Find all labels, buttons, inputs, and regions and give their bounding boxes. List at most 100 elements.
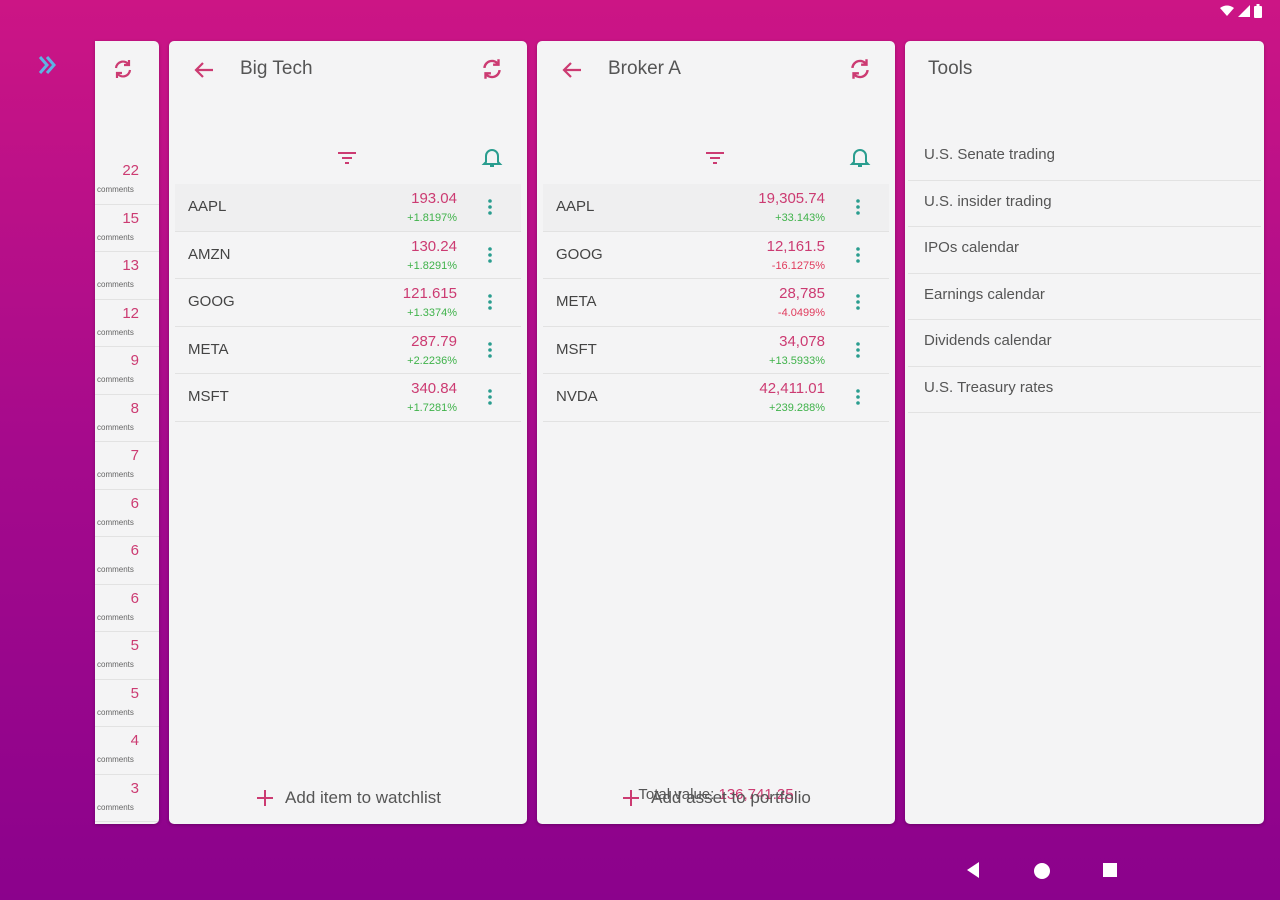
refresh-button[interactable] xyxy=(111,57,135,81)
nav-home-icon[interactable] xyxy=(1033,862,1051,880)
watchlist-title: Big Tech xyxy=(240,58,313,79)
tools-list: U.S. Senate trading U.S. insider trading… xyxy=(908,134,1261,413)
table-row[interactable]: GOOG 12,161.5 -16.1275% xyxy=(543,232,889,279)
refresh-button[interactable] xyxy=(479,56,505,82)
wifi-icon xyxy=(1220,5,1234,16)
comment-count-item[interactable]: 6 comments xyxy=(95,585,159,632)
filter-button[interactable] xyxy=(703,146,727,170)
alerts-button[interactable] xyxy=(848,145,872,169)
comment-label: comments xyxy=(97,280,134,289)
filter-icon xyxy=(338,152,356,164)
alerts-button[interactable] xyxy=(480,145,504,169)
nav-back-icon[interactable] xyxy=(963,858,981,882)
comment-count-item[interactable]: 22 comments xyxy=(95,157,159,205)
plus-icon xyxy=(623,790,640,806)
comment-label: comments xyxy=(97,422,134,432)
comment-count-item[interactable]: 9 comments xyxy=(95,347,159,395)
more-options-icon[interactable] xyxy=(487,246,493,264)
comment-label: comments xyxy=(97,185,134,194)
more-options-icon[interactable] xyxy=(855,293,861,311)
back-button[interactable] xyxy=(559,57,585,83)
comment-label: comments xyxy=(97,565,134,574)
add-item-button[interactable]: Add item to watchlist xyxy=(169,784,527,812)
tool-item-insider-trading[interactable]: U.S. insider trading xyxy=(908,181,1261,227)
position-value: 34,078 xyxy=(779,332,825,350)
add-asset-button[interactable]: Add asset to portfolio xyxy=(537,784,895,812)
comment-count: 9 xyxy=(130,352,139,369)
ticker-symbol: GOOG xyxy=(188,293,235,310)
table-row[interactable]: MSFT 34,078 +13.5933% xyxy=(543,327,889,374)
ticker-symbol: NVDA xyxy=(556,388,598,405)
comment-count-item[interactable]: 7 comments xyxy=(95,442,159,490)
comment-count: 4 xyxy=(130,732,139,749)
tool-item-ipos-calendar[interactable]: IPOs calendar xyxy=(908,227,1261,274)
system-nav-bar xyxy=(0,858,1280,884)
tool-item-treasury-rates[interactable]: U.S. Treasury rates xyxy=(908,367,1261,413)
comment-count-item[interactable]: 13 comments xyxy=(95,252,159,300)
tool-item-dividends-calendar[interactable]: Dividends calendar xyxy=(908,320,1261,367)
position-value: 19,305.74 xyxy=(758,190,825,207)
comment-count-item[interactable]: 5 comments xyxy=(95,680,159,727)
more-options-icon[interactable] xyxy=(487,388,493,406)
ticker-symbol: MSFT xyxy=(556,340,597,358)
table-row[interactable]: MSFT 340.84 +1.7281% xyxy=(175,374,521,422)
table-row[interactable]: GOOG 121.615 +1.3374% xyxy=(175,279,521,327)
table-row[interactable]: META 28,785 -4.0499% xyxy=(543,279,889,327)
refresh-icon xyxy=(114,60,132,78)
more-options-icon[interactable] xyxy=(487,341,493,359)
more-options-icon[interactable] xyxy=(487,198,493,216)
more-options-icon[interactable] xyxy=(855,246,861,264)
signal-icon xyxy=(1238,5,1250,17)
change-percent: +2.2236% xyxy=(407,354,457,367)
refresh-button[interactable] xyxy=(847,56,873,82)
comment-label: comments xyxy=(97,802,134,812)
table-row[interactable]: META 287.79 +2.2236% xyxy=(175,327,521,374)
comment-count: 12 xyxy=(122,304,139,322)
position-value: 28,785 xyxy=(779,285,825,302)
tool-item-earnings-calendar[interactable]: Earnings calendar xyxy=(908,274,1261,320)
filter-button[interactable] xyxy=(335,146,359,170)
comment-count: 15 xyxy=(122,209,139,227)
change-percent: +33.143% xyxy=(775,212,825,224)
change-percent: +239.288% xyxy=(769,402,825,414)
tool-label: Dividends calendar xyxy=(924,332,1052,349)
more-options-icon[interactable] xyxy=(487,293,493,311)
comment-count: 6 xyxy=(130,589,139,607)
ticker-symbol: MSFT xyxy=(188,388,229,405)
price-value: 340.84 xyxy=(411,380,457,397)
price-value: 130.24 xyxy=(411,237,457,255)
arrow-left-icon xyxy=(194,62,213,78)
expand-panels-button[interactable] xyxy=(34,52,62,78)
table-row[interactable]: AAPL 19,305.74 +33.143% xyxy=(543,184,889,232)
table-row[interactable]: AMZN 130.24 +1.8291% xyxy=(175,232,521,279)
more-options-icon[interactable] xyxy=(855,198,861,216)
more-options-icon[interactable] xyxy=(855,388,861,406)
comment-count-item[interactable]: 6 comments xyxy=(95,537,159,585)
more-options-icon[interactable] xyxy=(855,341,861,359)
back-button[interactable] xyxy=(191,57,217,83)
tool-label: IPOs calendar xyxy=(924,239,1020,256)
comment-count: 6 xyxy=(130,494,139,512)
tool-label: U.S. insider trading xyxy=(924,192,1052,210)
refresh-icon xyxy=(851,59,869,79)
comment-label: comments xyxy=(97,660,134,669)
tool-item-senate-trading[interactable]: U.S. Senate trading xyxy=(908,134,1261,181)
tools-panel: Tools U.S. Senate trading U.S. insider t… xyxy=(905,41,1264,824)
table-row[interactable]: AAPL 193.04 +1.8197% xyxy=(175,184,521,232)
comment-count-item[interactable]: 6 comments xyxy=(95,490,159,537)
table-row[interactable]: NVDA 42,411.01 +239.288% xyxy=(543,374,889,422)
comment-count-item[interactable]: 8 comments xyxy=(95,395,159,442)
tools-title: Tools xyxy=(928,58,973,79)
ticker-symbol: META xyxy=(188,340,229,358)
change-percent: +13.5933% xyxy=(769,354,825,367)
total-label: Total value: xyxy=(638,786,715,803)
nav-recents-icon[interactable] xyxy=(1102,862,1118,878)
comment-count-item[interactable]: 12 comments xyxy=(95,300,159,347)
comment-count-item[interactable]: 4 comments xyxy=(95,727,159,775)
comment-count: 6 xyxy=(130,542,139,559)
comment-count-item[interactable]: 5 comments xyxy=(95,632,159,680)
comment-count-item[interactable]: 15 comments xyxy=(95,205,159,252)
position-value: 42,411.01 xyxy=(759,380,825,397)
